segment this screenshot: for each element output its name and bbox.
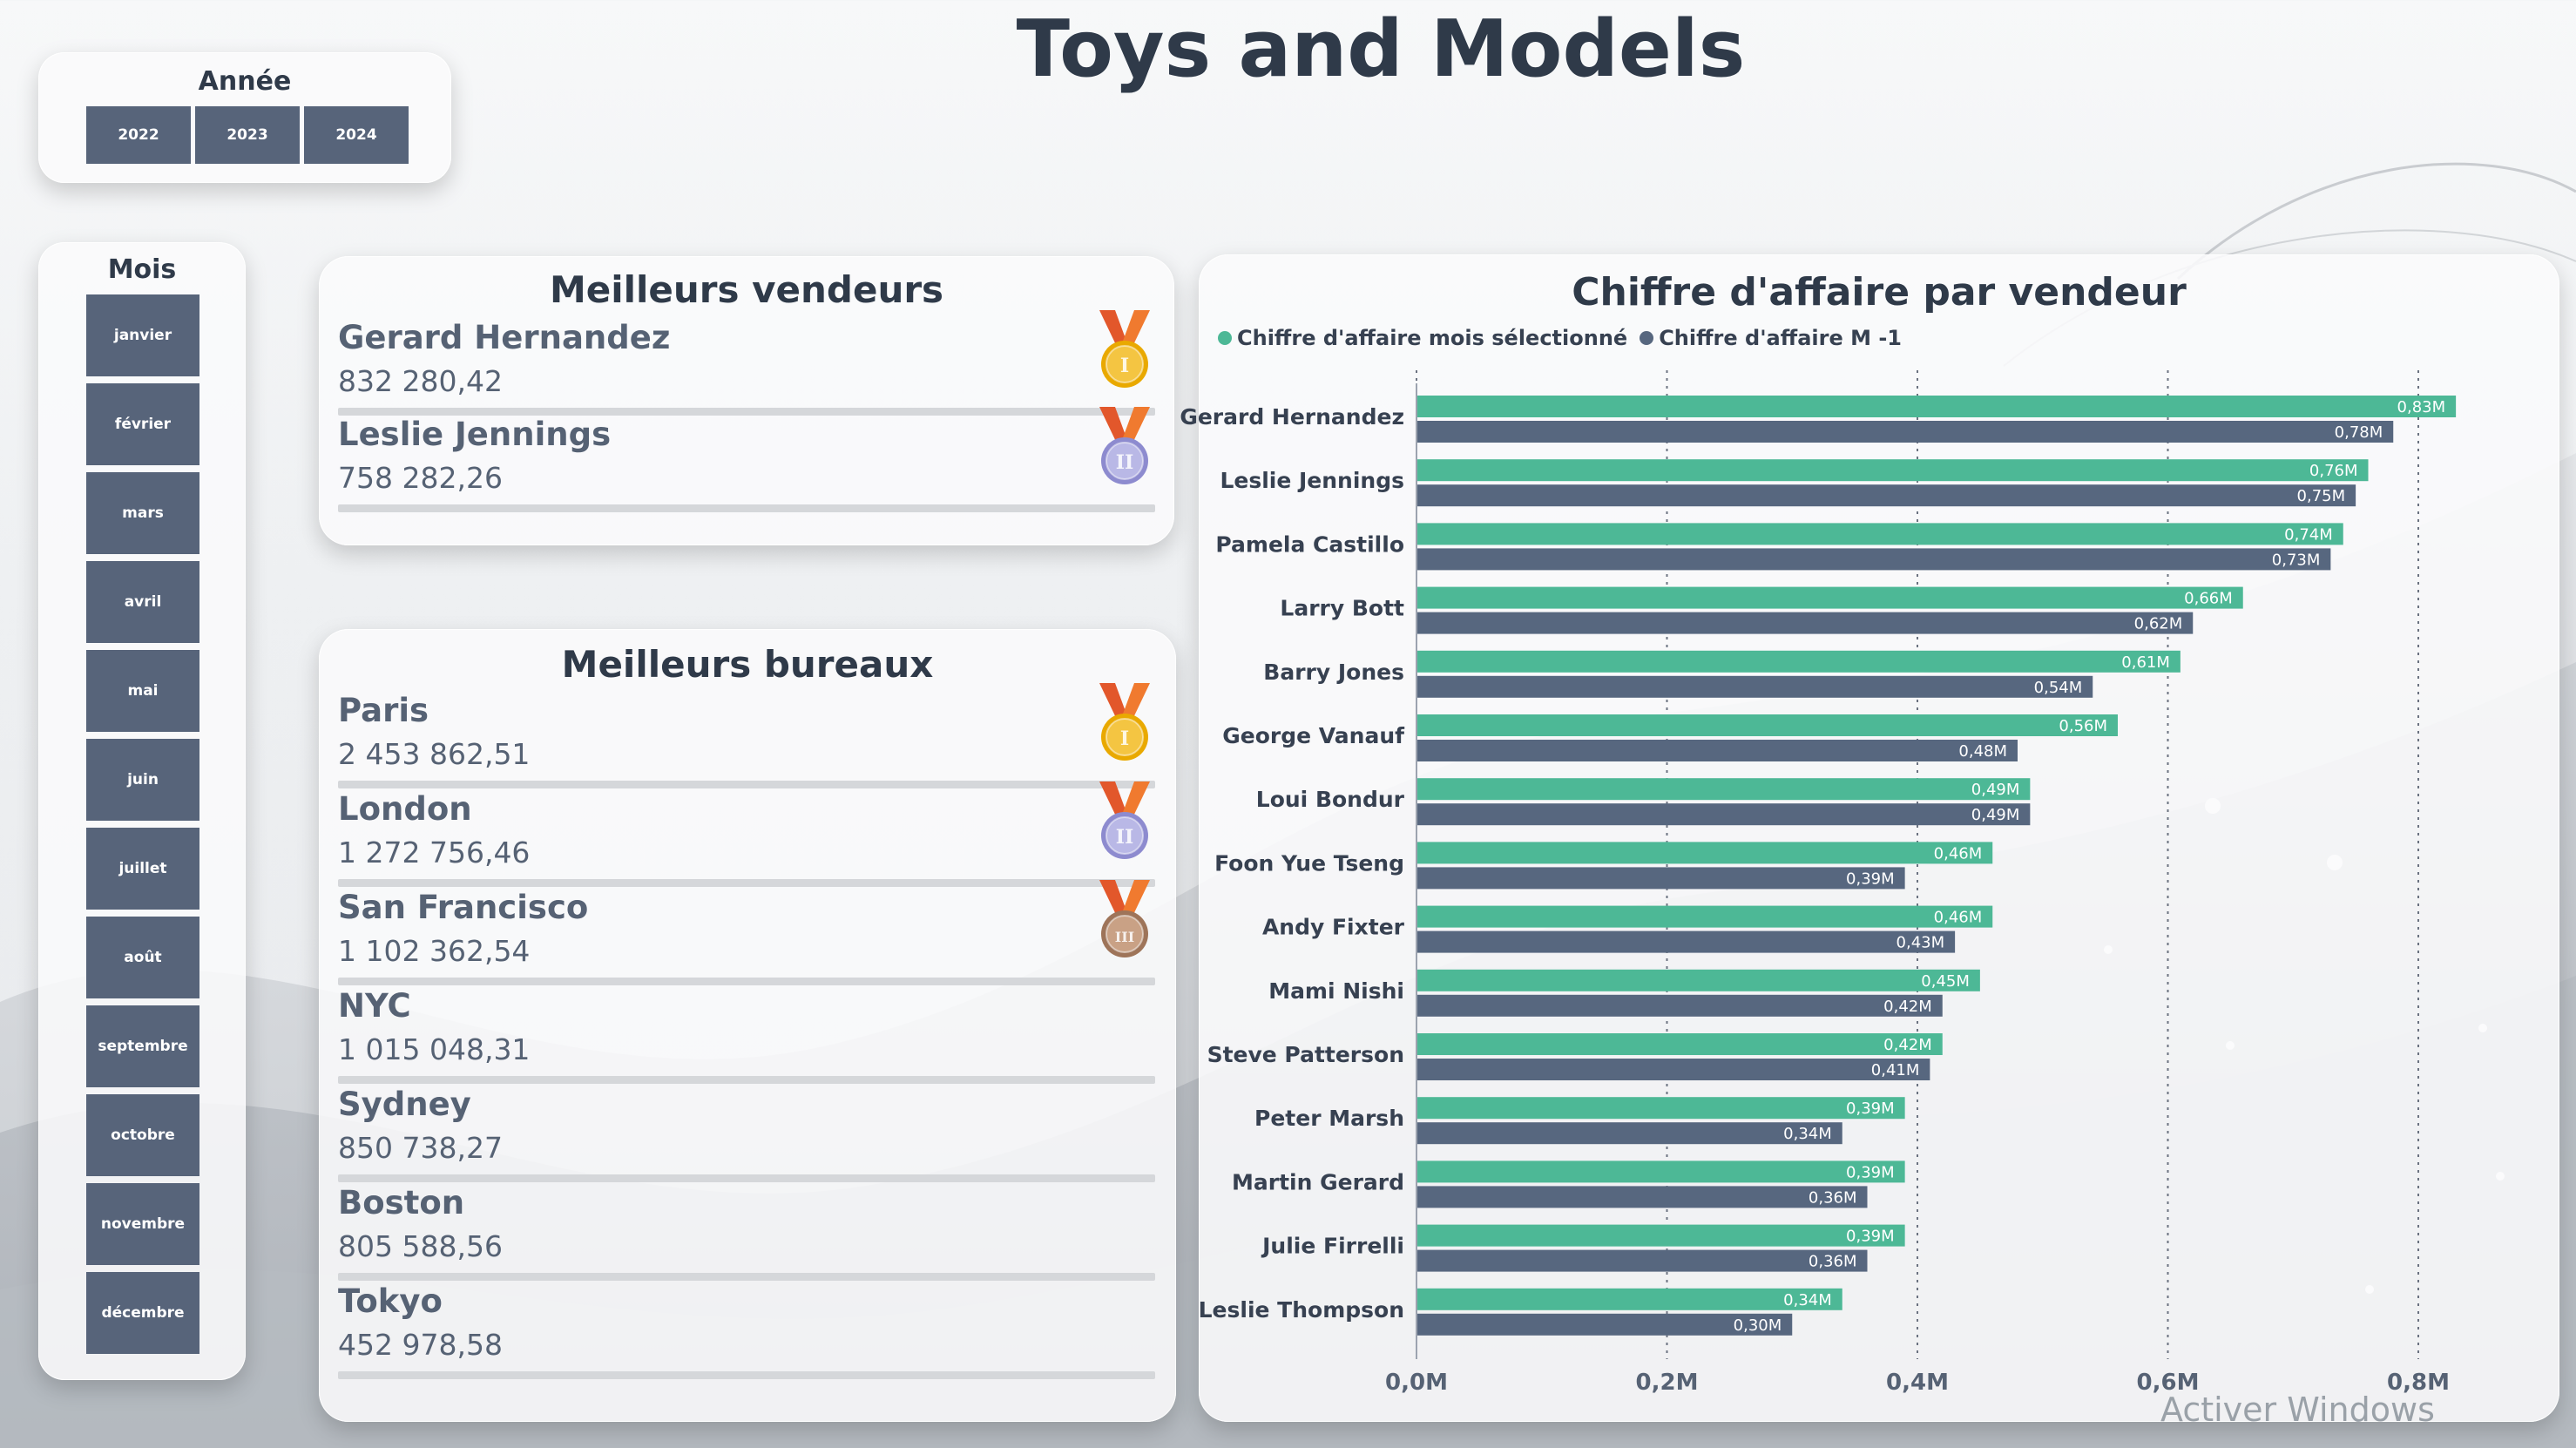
rank-divider xyxy=(338,1174,1155,1182)
rank-value: 1 102 362,54 xyxy=(338,934,531,968)
chart-legend: Chiffre d'affaire mois sélectionné Chiff… xyxy=(1218,326,1902,350)
legend-label-previous: Chiffre d'affaire M -1 xyxy=(1659,326,1902,350)
rank-divider xyxy=(338,504,1155,512)
silver-medal-icon: II xyxy=(1096,405,1153,489)
month-option-11[interactable]: décembre xyxy=(86,1272,199,1354)
rank-divider xyxy=(338,1371,1155,1379)
rank-value: 2 453 862,51 xyxy=(338,737,531,771)
year-slicer: Année 2022 2023 2024 xyxy=(38,52,451,183)
gold-medal-icon: I xyxy=(1096,308,1153,392)
rank-value: 805 588,56 xyxy=(338,1229,503,1263)
page-title: Toys and Models xyxy=(1016,3,1746,95)
rank-divider xyxy=(338,1273,1155,1281)
rank-value: 452 978,58 xyxy=(338,1328,503,1362)
month-option-0[interactable]: janvier xyxy=(86,294,199,376)
best-offices-title: Meilleurs bureaux xyxy=(561,643,934,686)
month-option-7[interactable]: août xyxy=(86,917,199,998)
month-option-2[interactable]: mars xyxy=(86,472,199,554)
month-option-5[interactable]: juin xyxy=(86,739,199,821)
month-slicer-title: Mois xyxy=(107,254,177,285)
year-option-2022[interactable]: 2022 xyxy=(86,106,191,164)
gold-medal-icon: I xyxy=(1096,681,1153,765)
svg-text:II: II xyxy=(1116,451,1134,474)
svg-text:I: I xyxy=(1120,727,1129,750)
legend-swatch-current xyxy=(1218,331,1232,345)
legend-label-current: Chiffre d'affaire mois sélectionné xyxy=(1237,326,1628,350)
bronze-medal-icon: III xyxy=(1096,878,1153,962)
month-option-9[interactable]: octobre xyxy=(86,1094,199,1176)
rank-divider xyxy=(338,978,1155,985)
rank-name: Leslie Jennings xyxy=(338,416,612,453)
rank-name: Sydney xyxy=(338,1086,471,1123)
month-option-6[interactable]: juillet xyxy=(86,828,199,910)
rank-value: 758 282,26 xyxy=(338,461,503,495)
rank-name: Boston xyxy=(338,1184,465,1221)
best-sellers-title: Meilleurs vendeurs xyxy=(549,268,944,311)
year-slicer-title: Année xyxy=(198,66,292,97)
activation-watermark: Activer Windows xyxy=(2160,1390,2435,1429)
legend-swatch-previous xyxy=(1640,331,1654,345)
svg-text:II: II xyxy=(1116,826,1134,849)
rank-name: Gerard Hernandez xyxy=(338,319,671,356)
rank-name: San Francisco xyxy=(338,889,589,926)
chart-title: Chiffre d'affaire par vendeur xyxy=(1572,270,2187,315)
month-option-1[interactable]: février xyxy=(86,383,199,465)
rank-name: Paris xyxy=(338,692,429,729)
svg-text:III: III xyxy=(1115,929,1134,945)
month-option-3[interactable]: avril xyxy=(86,561,199,643)
sales-chart-card: Chiffre d'affaire par vendeur Chiffre d'… xyxy=(1199,254,2559,1422)
rank-value: 1 015 048,31 xyxy=(338,1032,531,1066)
rank-divider xyxy=(338,879,1155,887)
month-option-4[interactable]: mai xyxy=(86,650,199,732)
rank-name: NYC xyxy=(338,987,411,1025)
month-option-10[interactable]: novembre xyxy=(86,1183,199,1265)
silver-medal-icon: II xyxy=(1096,780,1153,863)
rank-value: 850 738,27 xyxy=(338,1131,503,1165)
rank-divider xyxy=(338,1076,1155,1084)
best-sellers-card: Meilleurs vendeurs Gerard Hernandez 832 2… xyxy=(319,256,1174,545)
year-option-2023[interactable]: 2023 xyxy=(195,106,300,164)
rank-name: London xyxy=(338,790,472,828)
svg-text:I: I xyxy=(1120,355,1129,377)
year-option-2024[interactable]: 2024 xyxy=(304,106,409,164)
rank-value: 1 272 756,46 xyxy=(338,836,531,869)
rank-value: 832 280,42 xyxy=(338,364,503,398)
rank-divider xyxy=(338,408,1155,416)
rank-divider xyxy=(338,781,1155,788)
best-offices-card: Meilleurs bureaux Paris 2 453 862,51 I Lo… xyxy=(319,629,1176,1422)
month-slicer: Mois janvier février mars avril mai juin juill… xyxy=(38,242,246,1380)
rank-name: Tokyo xyxy=(338,1282,443,1320)
month-option-8[interactable]: septembre xyxy=(86,1005,199,1087)
